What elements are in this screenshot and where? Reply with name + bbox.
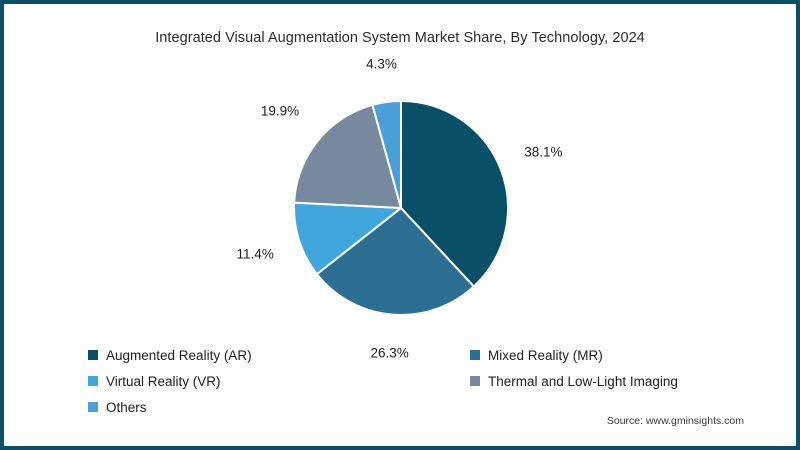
legend-item-thermal-imaging[interactable]: Thermal and Low-Light Imaging bbox=[470, 368, 678, 394]
legend-item-others[interactable]: Others bbox=[88, 394, 252, 420]
legend-column-left: Augmented Reality (AR) Virtual Reality (… bbox=[88, 342, 252, 420]
legend-swatch-icon bbox=[88, 350, 98, 360]
pie-slice-percent-label: 26.3% bbox=[370, 345, 409, 361]
legend-item-label: Mixed Reality (MR) bbox=[488, 347, 603, 363]
legend-item-label: Others bbox=[106, 399, 147, 415]
legend-swatch-icon bbox=[88, 402, 98, 412]
chart-legend: Augmented Reality (AR) Virtual Reality (… bbox=[88, 342, 748, 418]
legend-column-right: Mixed Reality (MR) Thermal and Low-Light… bbox=[470, 342, 678, 394]
legend-item-virtual-reality[interactable]: Virtual Reality (VR) bbox=[88, 368, 252, 394]
legend-item-label: Thermal and Low-Light Imaging bbox=[488, 373, 678, 389]
source-attribution: Source: www.gminsights.com bbox=[606, 415, 744, 427]
pie-slice[interactable] bbox=[293, 201, 402, 276]
legend-item-label: Augmented Reality (AR) bbox=[106, 347, 252, 363]
pie-slice[interactable] bbox=[293, 103, 402, 209]
legend-swatch-icon bbox=[470, 350, 480, 360]
legend-item-label: Virtual Reality (VR) bbox=[106, 373, 221, 389]
pie-slice[interactable] bbox=[315, 207, 475, 316]
pie-slice[interactable] bbox=[371, 100, 402, 209]
legend-swatch-icon bbox=[88, 376, 98, 386]
pie-slice-percent-label: 19.9% bbox=[260, 103, 300, 119]
pie-slice-group bbox=[293, 100, 509, 316]
page-title: Integrated Visual Augmentation System Ma… bbox=[155, 30, 645, 46]
pie-slice-percent-label: 38.1% bbox=[524, 144, 563, 160]
legend-item-mixed-reality[interactable]: Mixed Reality (MR) bbox=[470, 342, 678, 368]
legend-swatch-icon bbox=[470, 376, 480, 386]
pie-slice-percent-label: 4.3% bbox=[366, 56, 397, 72]
pie-slice-percent-label: 11.4% bbox=[236, 246, 274, 262]
pie-slice[interactable] bbox=[400, 100, 509, 288]
legend-item-augmented-reality[interactable]: Augmented Reality (AR) bbox=[88, 342, 252, 368]
